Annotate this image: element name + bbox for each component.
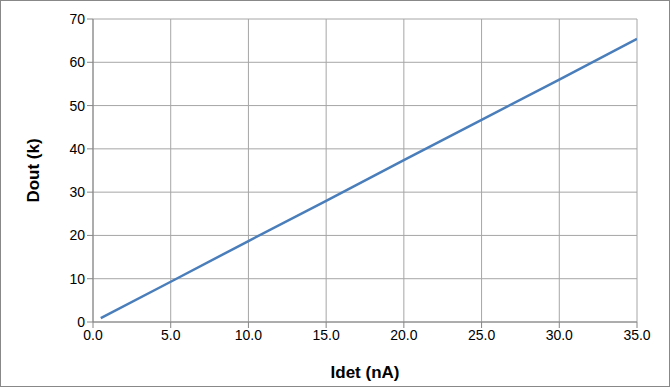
svg-text:60: 60	[69, 54, 85, 70]
svg-text:0: 0	[77, 314, 85, 330]
svg-text:10.0: 10.0	[235, 327, 262, 343]
svg-text:20.0: 20.0	[390, 327, 417, 343]
svg-text:40: 40	[69, 141, 85, 157]
svg-text:5.0: 5.0	[161, 327, 181, 343]
svg-text:70: 70	[69, 11, 85, 27]
svg-text:10: 10	[69, 271, 85, 287]
svg-text:Idet (nA): Idet (nA)	[331, 363, 400, 382]
svg-text:25.0: 25.0	[468, 327, 495, 343]
svg-text:50: 50	[69, 98, 85, 114]
svg-text:30.0: 30.0	[546, 327, 573, 343]
svg-text:30: 30	[69, 184, 85, 200]
svg-text:15.0: 15.0	[313, 327, 340, 343]
svg-text:35.0: 35.0	[623, 327, 650, 343]
svg-text:0.0: 0.0	[83, 327, 103, 343]
svg-text:20: 20	[69, 227, 85, 243]
svg-text:Dout (k): Dout (k)	[24, 138, 43, 202]
